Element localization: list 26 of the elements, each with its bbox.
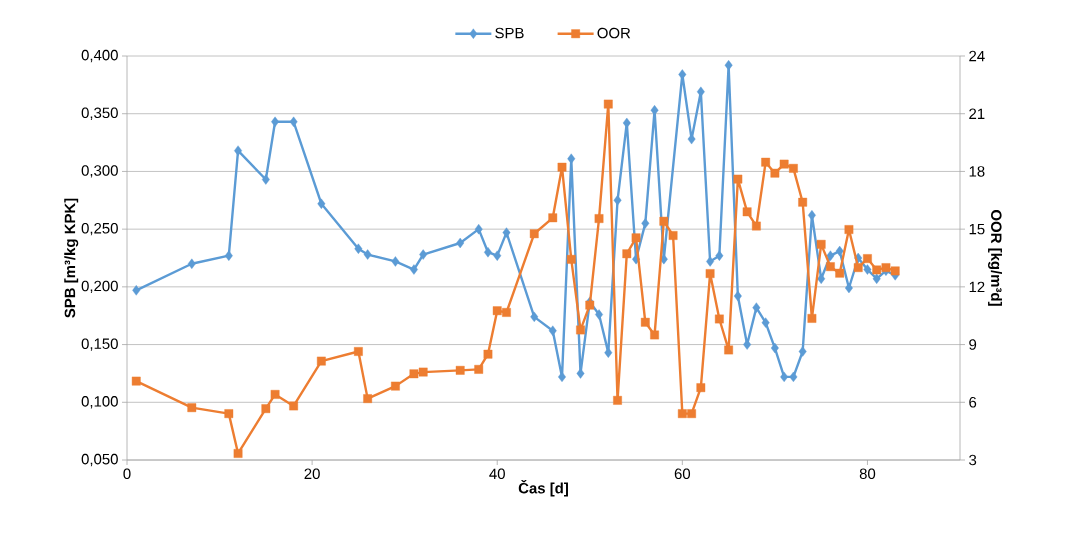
y-tick-label: 0,050 xyxy=(81,453,118,467)
x-tick-label: 80 xyxy=(859,468,876,480)
legend-label: OOR xyxy=(597,27,631,39)
y2-tick-label: 6 xyxy=(969,396,977,408)
y-tick-label: 0,400 xyxy=(81,49,118,63)
y2-tick-label: 3 xyxy=(969,454,977,466)
y2-tick-label: 12 xyxy=(969,281,985,293)
x-tick-label: 20 xyxy=(304,468,320,480)
y-tick-label: 0,100 xyxy=(81,396,118,409)
y2-tick-label: 18 xyxy=(969,166,985,177)
y2-tick-label: 21 xyxy=(969,108,985,119)
y2-tick-label: 24 xyxy=(969,50,985,62)
y-tick-label: 0,200 xyxy=(81,280,118,294)
y-tick-label: 0,300 xyxy=(81,165,118,178)
y2-tick-label: 9 xyxy=(969,339,977,350)
y2-tick-label: 15 xyxy=(969,223,985,235)
y-tick-label: 0,350 xyxy=(81,107,118,120)
y-tick-label: 0,150 xyxy=(81,338,118,351)
y-tick-label: 0,250 xyxy=(81,222,118,236)
x-tick-label: 60 xyxy=(674,468,691,480)
x-tick-label: 0 xyxy=(123,468,131,480)
y-axis-title: SPB [m³/kg KPK] xyxy=(64,198,79,318)
legend-label: SPB xyxy=(495,27,524,39)
x-tick-label: 40 xyxy=(489,468,505,480)
x-axis-title: Čas [d] xyxy=(518,479,568,497)
y2-axis-title: OOR [kg/m³d] xyxy=(987,210,1002,306)
